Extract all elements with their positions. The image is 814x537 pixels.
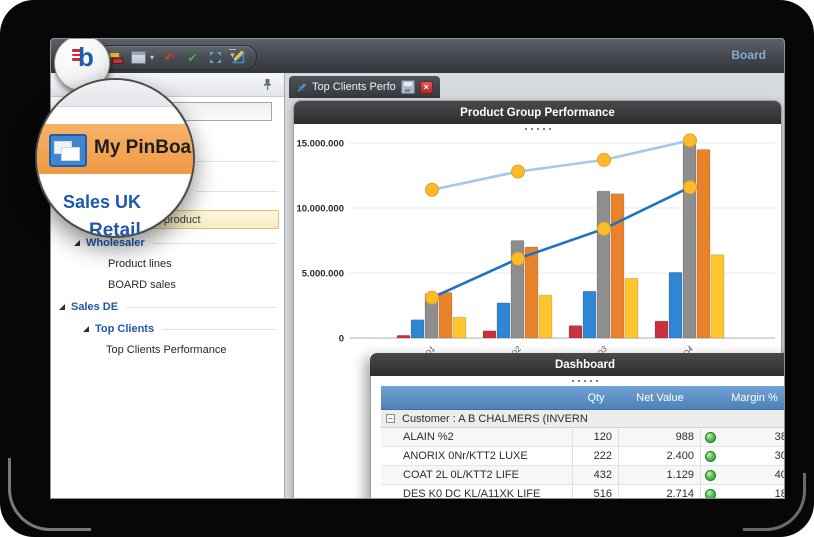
cell-product-name: ALAIN %2 [381,428,573,446]
svg-text:5.000.000: 5.000.000 [302,269,344,280]
table-group-row: − Customer : A B CHALMERS (INVERN [381,410,784,428]
tree-item-product-lines[interactable]: Product lines [51,254,284,274]
undo-icon[interactable]: ↶ [164,50,175,65]
col-header-qty[interactable]: Qty [587,391,605,404]
tree-item-label: Top Clients [95,323,155,335]
tree-item-wholesaler[interactable]: Wholesaler [51,233,284,253]
cell-margin: 40,3 [701,466,784,484]
cell-margin: 30,9 [701,447,784,465]
cell-net-value: 1.129 [619,466,701,484]
window-dropdown-icon[interactable]: ▾ [150,53,155,62]
dashboard-title: Dashboard [370,353,784,376]
magnified-my-pinboards-label: My PinBoards [94,137,193,158]
collapse-icon[interactable]: − [386,414,395,423]
group-row-label: Customer : A B CHALMERS (INVERN [402,412,588,425]
magnified-retail-label: Retail [89,220,141,238]
bezel-highlight-left [8,458,91,531]
cell-qty: 222 [573,447,619,465]
drag-handle[interactable] [294,124,781,132]
cell-product-name: ANORIX 0Nr/KTT2 LUXE [381,447,573,465]
tree-item-label: Top Clients Performance [106,344,227,356]
main-area: Top Clients Perfo × Product Group Perfor… [285,73,784,498]
apply-icon[interactable]: ✔ [187,50,198,65]
cell-net-value: 2.714 [619,485,701,498]
cell-margin: 18,4 [701,485,784,498]
tree-item-top-clients-performance[interactable]: Top Clients Performance [51,340,284,360]
status-indicator-green [705,469,716,481]
tree-item-label: Wholesaler [86,237,145,249]
magnified-selected-item [37,124,193,174]
cell-qty: 516 [573,485,619,498]
brand-label: Board [731,48,766,62]
toolbar-overflow-icon[interactable]: ▾ [230,50,235,60]
expander-icon[interactable] [83,326,89,332]
chart-title: Product Group Performance [294,101,781,124]
pushpin-icon [297,82,307,92]
cell-margin: 38,0 [701,428,784,446]
col-header-margin[interactable]: Margin % [731,391,778,404]
dashboard-table: Qty Net Value Margin % − Customer : A B … [381,386,784,498]
logo-dashes [72,49,82,61]
cell-net-value: 988 [619,428,701,446]
pinboard-icon [49,134,87,167]
tree-item-board-sales[interactable]: BOARD sales [51,275,284,295]
magnified-sales-uk-label: Sales UK [63,192,142,212]
close-icon[interactable]: × [419,80,433,94]
window-icon[interactable] [131,50,146,65]
tree-item-sales-de[interactable]: Sales DE [51,297,284,317]
expand-icon[interactable] [208,50,223,65]
cell-product-name: DES K0 DC KL/A11XK LIFE [381,485,573,498]
table-header-row: Qty Net Value Margin % [381,386,784,410]
titlebar: ▾ ↶ ✔ ▾ Board [51,39,784,74]
status-indicator-green [705,488,716,498]
tree-item-label: Sales DE [71,301,119,313]
svg-text:0: 0 [339,334,344,345]
table-row[interactable]: ALAIN %212098838,0 [381,428,784,447]
magnifier-circle: My PinBoards Sales UK Retail [35,78,195,238]
save-icon[interactable] [400,80,415,94]
flowchart-icon[interactable] [108,50,123,65]
cell-qty: 432 [573,466,619,484]
status-indicator-green [705,431,716,443]
col-header-net-value[interactable]: Net Value [636,391,684,404]
logo-letter: b [78,42,94,72]
tree-rule [197,191,278,192]
cell-qty: 120 [573,428,619,446]
status-indicator-green [705,450,716,462]
cell-net-value: 2.400 [619,447,701,465]
tree-item-top-clients[interactable]: Top Clients [51,319,284,339]
tree-item-label: Product lines [108,258,172,270]
cell-product-name: COAT 2L 0L/KTT2 LIFE [381,466,573,484]
tab-label: Top Clients Perfo [312,81,396,93]
svg-text:15.000.000: 15.000.000 [296,139,344,150]
pin-panel-icon[interactable] [263,78,272,96]
drag-handle[interactable] [371,376,784,384]
expander-icon[interactable] [74,240,80,246]
svg-text:10.000.000: 10.000.000 [296,204,344,215]
dashboard-panel: Dashboard Qty Net Value Margin % − C [370,353,784,498]
quick-access-toolbar: ▾ ↶ ✔ [97,45,258,70]
dashboard-body: Qty Net Value Margin % − Customer : A B … [370,376,784,498]
expander-icon[interactable] [59,304,65,310]
tree-item-label: BOARD sales [108,279,176,291]
dashboard-table-body: ALAIN %212098838,0ANORIX 0Nr/KTT2 LUXE22… [381,428,784,498]
tab-top-clients-performance[interactable]: Top Clients Perfo × [289,76,440,98]
tree-rule [191,161,278,162]
